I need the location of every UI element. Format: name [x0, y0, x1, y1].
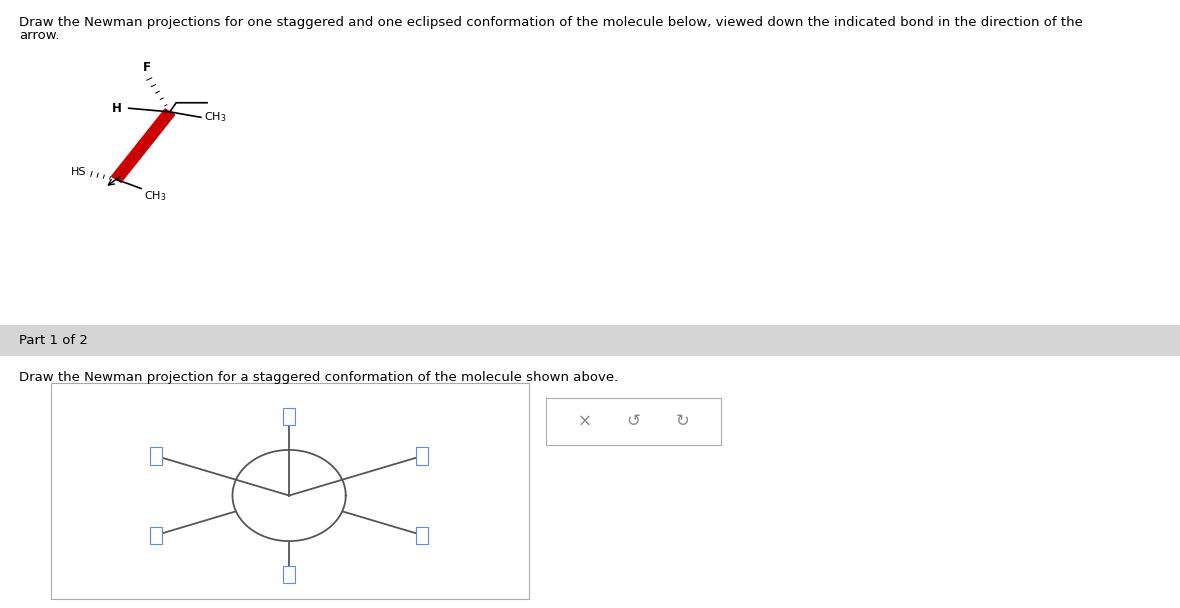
Text: F: F — [143, 61, 151, 74]
Polygon shape — [111, 109, 175, 182]
Bar — [150, 447, 162, 465]
Bar — [283, 408, 295, 425]
Text: H: H — [112, 102, 122, 115]
Text: ↻: ↻ — [676, 412, 689, 430]
Text: arrow.: arrow. — [19, 29, 59, 41]
Bar — [417, 447, 428, 465]
Text: Draw the Newman projection for a staggered conformation of the molecule shown ab: Draw the Newman projection for a stagger… — [19, 371, 618, 384]
Text: ×: × — [578, 412, 591, 430]
Text: CH$_3$: CH$_3$ — [204, 111, 227, 124]
Bar — [283, 566, 295, 583]
Text: HS: HS — [71, 167, 86, 177]
Bar — [417, 527, 428, 544]
Bar — [51, 383, 529, 599]
Bar — [150, 527, 162, 544]
Bar — [546, 398, 721, 445]
Text: CH$_3$: CH$_3$ — [144, 190, 166, 203]
Text: Draw the Newman projections for one staggered and one eclipsed conformation of t: Draw the Newman projections for one stag… — [19, 16, 1083, 29]
Text: ↺: ↺ — [627, 412, 641, 430]
Text: Part 1 of 2: Part 1 of 2 — [19, 334, 87, 347]
Bar — [0, 325, 1180, 356]
